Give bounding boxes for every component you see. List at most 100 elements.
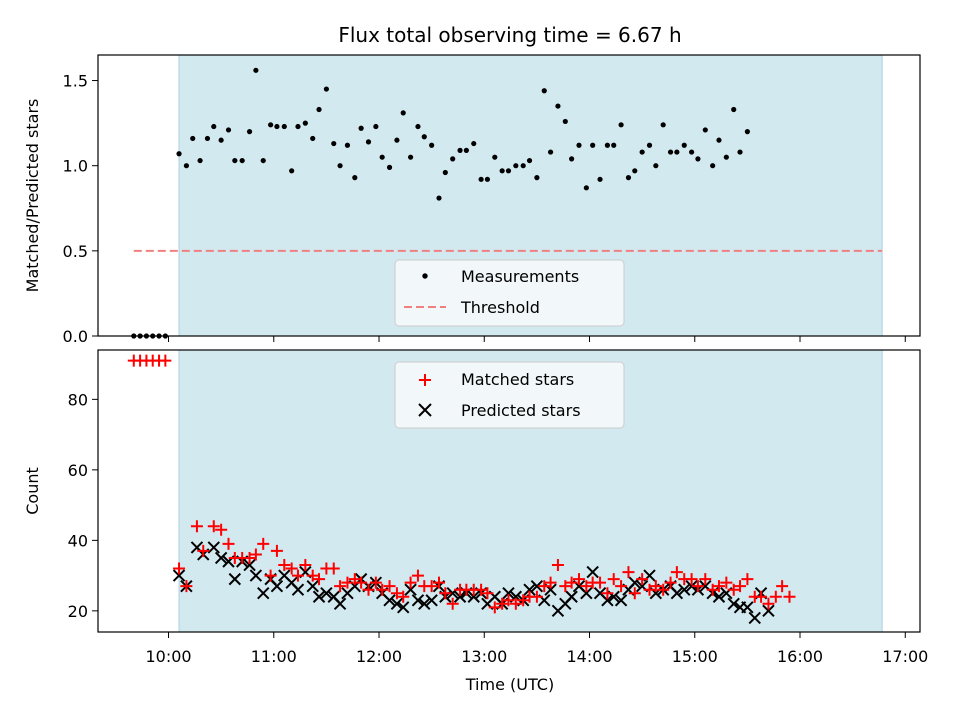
predicted-point (411, 594, 425, 607)
matched-point (355, 576, 368, 589)
measurement-point (421, 134, 427, 140)
predicted-point (207, 541, 220, 554)
matched-point (544, 576, 557, 589)
measurement-point (471, 140, 477, 147)
matched-point (720, 576, 733, 589)
matched-point (734, 580, 747, 593)
measurement-point (499, 168, 505, 174)
matched-point (243, 551, 256, 564)
matched-point (509, 597, 522, 610)
predicted-point (418, 597, 431, 611)
matched-point (207, 520, 220, 533)
measurement-point (710, 163, 716, 169)
matched-point (249, 548, 262, 561)
y-tick-label: 0.0 (63, 327, 88, 346)
measurement-point (415, 123, 421, 130)
predicted-point (502, 587, 515, 600)
measurement-point (239, 157, 245, 164)
measurement-point (197, 157, 203, 164)
matched-point (383, 580, 396, 593)
predicted-point (333, 597, 347, 611)
measurement-point (442, 169, 448, 176)
matched-point (496, 597, 509, 610)
y-axis-label-bottom: Count (23, 467, 42, 515)
legend-box-bottom (394, 361, 625, 429)
x-tick-label: 15:00 (672, 647, 718, 666)
y-tick-label: 0.5 (63, 242, 88, 261)
matched-point (197, 544, 210, 557)
predicted-point (748, 611, 761, 625)
measurement-point (274, 123, 280, 130)
measurement-point (632, 168, 638, 174)
matched-point (481, 587, 494, 600)
measurement-point (352, 175, 358, 181)
predicted-point (685, 579, 698, 593)
measurement-point (618, 122, 624, 128)
y-tick-label: 1.0 (63, 157, 88, 176)
measurement-point (316, 106, 322, 113)
legend-x-marker (418, 403, 432, 417)
measurement-point (260, 157, 266, 164)
legend-measurements: Measurements (461, 267, 579, 286)
matched-point (712, 580, 725, 593)
x-axis-label: Time (UTC) (465, 675, 554, 694)
measurement-point (689, 149, 695, 155)
matched-point (685, 573, 698, 586)
matched-point (390, 587, 403, 600)
predicted-point (741, 601, 754, 614)
measurement-point (597, 176, 603, 182)
matched-point (755, 590, 768, 603)
measurement-point (583, 185, 589, 191)
matched-point (636, 573, 649, 586)
matched-point (446, 597, 459, 610)
matched-point (699, 573, 712, 586)
measurement-point (331, 140, 337, 147)
measurement-point (253, 67, 259, 73)
matched-point (607, 573, 620, 586)
measurement-point (723, 154, 729, 160)
measurement-point (310, 135, 316, 142)
measurement-point (190, 135, 196, 142)
measurement-point (478, 176, 484, 182)
measurement-point (232, 157, 238, 164)
legend-top: Measurements Threshold (394, 259, 625, 327)
measurement-point (737, 149, 743, 155)
measurement-point (176, 151, 182, 157)
predicted-point (320, 587, 333, 600)
measurement-point (555, 103, 561, 109)
measurement-point (484, 176, 491, 182)
measurement-point (225, 127, 232, 133)
measurement-point (429, 142, 435, 148)
matched-point (299, 559, 312, 572)
x-tick-label: 16:00 (777, 647, 823, 666)
matched-point (615, 580, 628, 593)
measurement-point (457, 147, 463, 153)
matched-point (580, 580, 593, 593)
matched-point (727, 583, 740, 596)
measurement-point (576, 142, 582, 148)
predicted-point (306, 579, 319, 593)
matched-point (551, 559, 564, 572)
y-axis-label-top: Matched/Predicted stars (23, 99, 42, 293)
x-tick-label: 10:00 (145, 647, 191, 666)
matched-point (475, 583, 488, 596)
measurement-point (660, 122, 666, 128)
matched-point (439, 587, 452, 600)
measurement-point (450, 156, 456, 162)
matched-point (173, 562, 186, 575)
predicted-point (249, 569, 263, 582)
predicted-point (565, 590, 578, 603)
measurement-point (681, 142, 687, 148)
matched-point (404, 576, 417, 589)
matched-point (306, 569, 319, 582)
measurement-point (534, 175, 540, 181)
measurement-point (394, 137, 400, 143)
matched-point (643, 583, 656, 596)
matched-point (433, 576, 446, 589)
matched-point (190, 520, 203, 533)
predicted-point (712, 590, 726, 603)
legend-box-top (394, 259, 625, 327)
measurement-point (436, 195, 442, 201)
predicted-point (601, 594, 614, 607)
